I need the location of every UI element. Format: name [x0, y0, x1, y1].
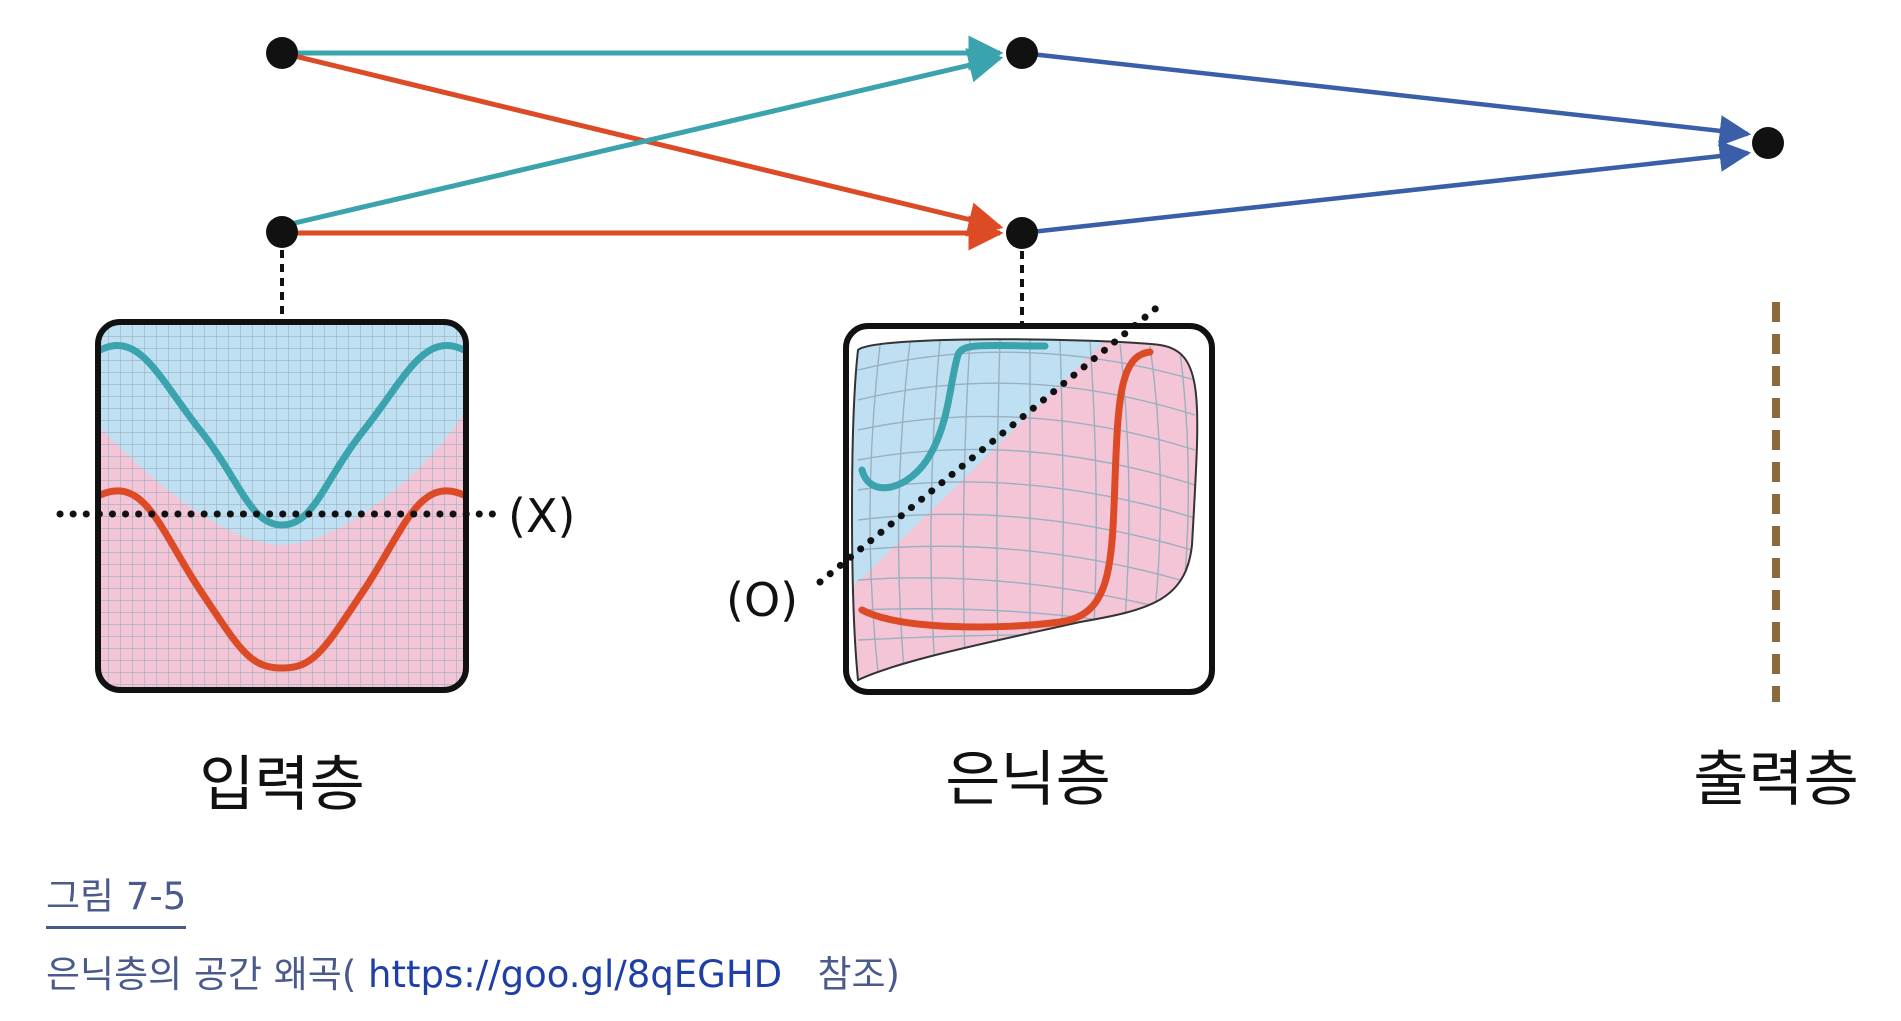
edge-h2-out: [1021, 140, 1752, 236]
hidden-node-2: [1006, 217, 1038, 249]
input-teal-curve: [98, 342, 466, 529]
caption-url-link[interactable]: https://goo.gl/8qEGHD: [368, 953, 783, 996]
hidden-layer-label: 은닉층: [945, 745, 1111, 815]
warped-outline: [851, 338, 1199, 682]
hidden-box-border: [843, 323, 1215, 695]
neural-network-diagram: (X): [56, 35, 1859, 820]
marker-x: (X): [508, 489, 575, 543]
hidden-space-panel: [846, 326, 1212, 692]
input-box-border: [95, 319, 469, 693]
input-node-2: [266, 216, 298, 248]
marker-o: (O): [726, 573, 798, 627]
input-node-1: [266, 37, 298, 69]
figure-caption: 은닉층의 공간 왜곡( https://goo.gl/8qEGHD 참조): [46, 944, 900, 998]
hidden-orange-curve: [858, 348, 1154, 631]
input-space-panel: [98, 322, 466, 690]
input-orange-curve: [98, 487, 466, 672]
output-layer-label: 출력층: [1693, 745, 1859, 815]
input-layer-label: 입력층: [199, 750, 365, 820]
caption-suffix: 참조): [817, 953, 900, 996]
output-node: [1752, 127, 1784, 159]
edge-h1-out: [1021, 50, 1752, 147]
figure-number: 그림 7-5: [46, 866, 187, 929]
hidden-dotted-separator: [816, 301, 1164, 586]
caption-prefix: 은닉층의 공간 왜곡(: [46, 953, 357, 996]
hidden-teal-curve: [858, 341, 1049, 492]
hidden-node-1: [1006, 37, 1038, 69]
edge-in2-h1: [281, 48, 1004, 229]
